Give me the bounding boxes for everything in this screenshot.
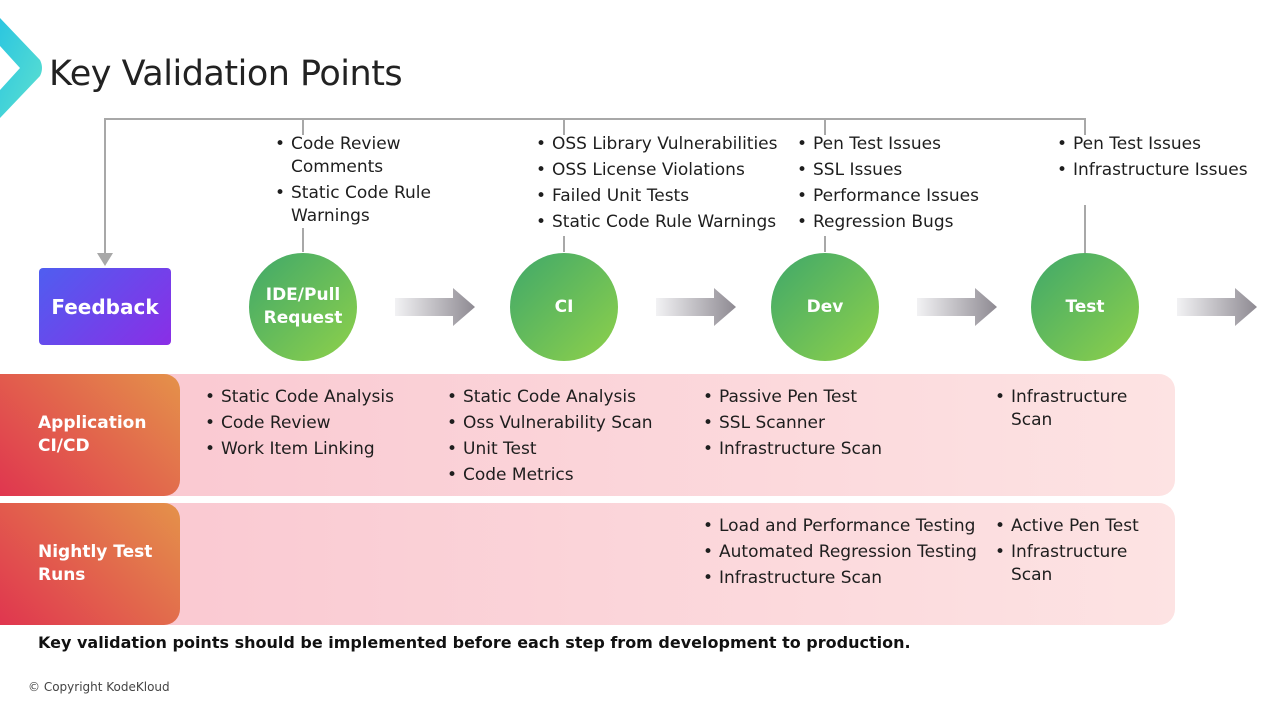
issue-item: OSS License Violations bbox=[536, 159, 786, 182]
check-item: Infrastructure Scan bbox=[703, 567, 993, 590]
check-item: Static Code Analysis bbox=[447, 386, 737, 409]
footer-note: Key validation points should be implemen… bbox=[38, 633, 911, 652]
stage-dev: Dev bbox=[771, 253, 879, 361]
stage-label: CI bbox=[554, 296, 574, 317]
feedback-loop-line bbox=[104, 118, 106, 258]
stage-test: Test bbox=[1031, 253, 1139, 361]
stage-issues-list: Code Review CommentsStatic Code Rule War… bbox=[275, 133, 445, 231]
stage-label: Test bbox=[1065, 296, 1105, 317]
connector-line bbox=[302, 119, 304, 135]
check-item: Unit Test bbox=[447, 438, 737, 461]
row-checks-list: Static Code Analysis Code Review Work Item… bbox=[205, 386, 495, 464]
issue-item: Performance Issues bbox=[797, 185, 1047, 208]
page-title: Key Validation Points bbox=[49, 54, 403, 94]
connector-line bbox=[824, 236, 826, 252]
stage-ide-pull-request: IDE/Pull Request bbox=[249, 253, 357, 361]
stage-issues-list: Pen Test Issues SSL Issues Performance Iss… bbox=[797, 133, 1047, 237]
issue-item: SSL Issues bbox=[797, 159, 1047, 182]
check-item: Code Metrics bbox=[447, 464, 737, 487]
connector-line bbox=[1084, 205, 1086, 253]
check-item: Oss Vulnerability Scan bbox=[447, 412, 737, 435]
check-item: Automated Regression Testing bbox=[703, 541, 993, 564]
arrow-right-icon bbox=[656, 288, 736, 326]
stage-label: Dev bbox=[806, 296, 844, 317]
check-item: Infrastructure Scan bbox=[703, 438, 993, 461]
stage-issues-list: Pen Test Issues Infrastructure Issues bbox=[1057, 133, 1280, 185]
row-checks-list: Active Pen Test Infrastructure Scan bbox=[995, 515, 1165, 590]
feedback-loop-line bbox=[104, 118, 1086, 120]
row-label: Application CI/CD bbox=[0, 374, 180, 496]
logo-chevron-icon bbox=[0, 18, 42, 118]
issue-item: Pen Test Issues bbox=[1057, 133, 1280, 156]
issue-item: Infrastructure Issues bbox=[1057, 159, 1280, 182]
issue-item: Pen Test Issues bbox=[797, 133, 1047, 156]
connector-line bbox=[824, 119, 826, 135]
issue-item: Failed Unit Tests bbox=[536, 185, 786, 208]
check-item: Static Code Analysis bbox=[205, 386, 495, 409]
arrow-right-icon bbox=[395, 288, 475, 326]
row-checks-list: Infrastructure Scan bbox=[995, 386, 1165, 435]
check-item: Infrastructure Scan bbox=[995, 541, 1165, 587]
arrow-right-icon bbox=[1177, 288, 1257, 326]
arrow-down-icon bbox=[97, 253, 113, 266]
check-item: SSL Scanner bbox=[703, 412, 993, 435]
row-checks-list: Static Code Analysis Oss Vulnerability Sc… bbox=[447, 386, 737, 490]
connector-line bbox=[563, 119, 565, 135]
row-checks-list: Load and Performance Testing Automated Re… bbox=[703, 515, 993, 593]
stage-label: IDE/Pull Request bbox=[263, 285, 343, 328]
issue-item: Static Code Rule Warnings bbox=[275, 182, 445, 228]
check-item: Work Item Linking bbox=[205, 438, 495, 461]
check-item: Infrastructure Scan bbox=[995, 386, 1165, 432]
row-label: Nightly Test Runs bbox=[0, 503, 180, 625]
connector-line bbox=[302, 228, 304, 252]
feedback-box: Feedback bbox=[39, 268, 171, 345]
check-item: Code Review bbox=[205, 412, 495, 435]
stage-ci: CI bbox=[510, 253, 618, 361]
issue-item: Code Review Comments bbox=[275, 133, 445, 179]
check-item: Passive Pen Test bbox=[703, 386, 993, 409]
issue-item: Regression Bugs bbox=[797, 211, 1047, 234]
issue-item: OSS Library Vulnerabilities bbox=[536, 133, 786, 156]
copyright: © Copyright KodeKloud bbox=[28, 680, 170, 694]
arrow-right-icon bbox=[917, 288, 997, 326]
issue-item: Static Code Rule Warnings bbox=[536, 211, 786, 234]
check-item: Load and Performance Testing bbox=[703, 515, 993, 538]
row-checks-list: Passive Pen Test SSL Scanner Infrastructur… bbox=[703, 386, 993, 464]
stage-issues-list: OSS Library Vulnerabilities OSS License V… bbox=[536, 133, 786, 237]
check-item: Active Pen Test bbox=[995, 515, 1165, 538]
connector-line bbox=[1084, 119, 1086, 135]
connector-line bbox=[563, 236, 565, 252]
